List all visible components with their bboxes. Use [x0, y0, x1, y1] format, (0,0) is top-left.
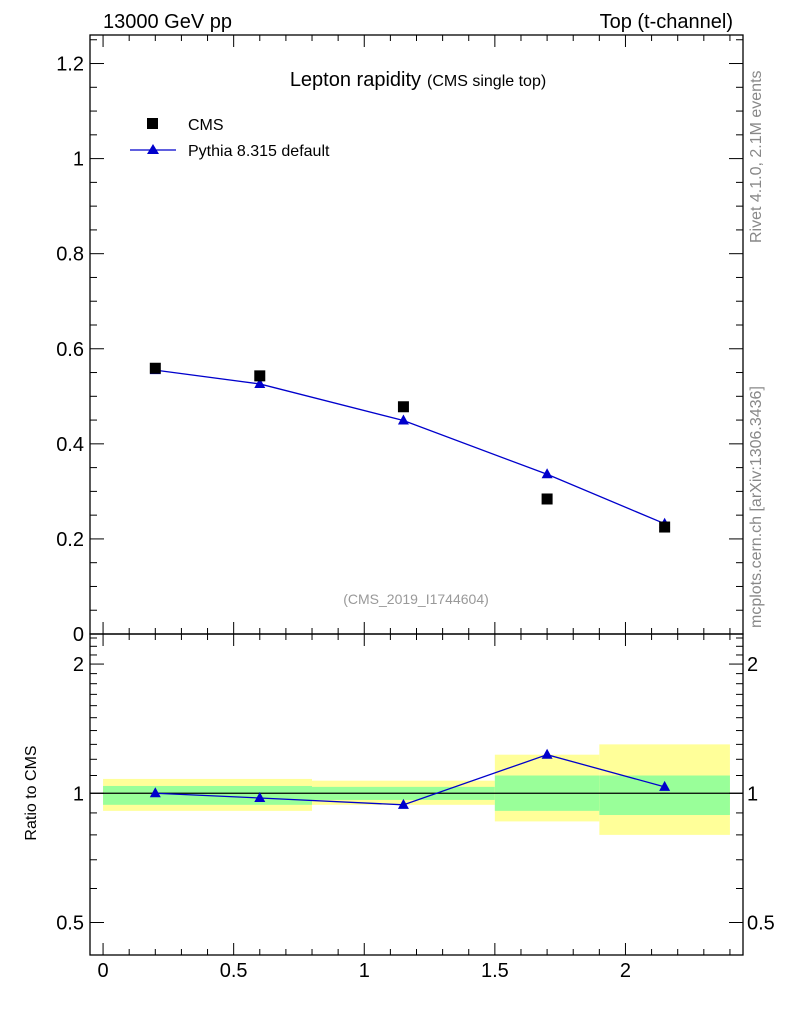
main-y-tick-label: 1.2 — [56, 54, 84, 76]
rivet-version-label: Rivet 4.1.0, 2.1M events — [748, 70, 765, 243]
ratio-y-tick-label-right: 1 — [747, 783, 758, 805]
pythia-line — [155, 369, 665, 525]
ratio-pythia-point — [254, 792, 266, 803]
tick-labels: 0 0.5 1 1.5 2 0 0.2 0.4 0.6 0.8 1 1.2 0.5 0.5 1 1 2 2 — [56, 54, 775, 982]
axis-ticks — [90, 35, 743, 955]
main-y-tick-label: 0.6 — [56, 339, 84, 361]
main-y-tick-label: 0.2 — [56, 529, 84, 551]
cms-point — [659, 521, 671, 533]
header-right-label: Top (t-channel) — [600, 11, 733, 33]
pythia-point — [397, 414, 409, 425]
pythia-point — [254, 377, 266, 388]
analysis-id-label: (CMS_2019_I1744604) — [343, 591, 489, 607]
ratio-y-tick-label-left: 0.5 — [56, 912, 84, 934]
x-tick-label: 1 — [359, 960, 370, 982]
plot-title-group: Lepton rapidity (CMS single top) — [290, 69, 546, 91]
ratio-y-tick-label-right: 2 — [747, 654, 758, 676]
x-tick-label: 1.5 — [481, 960, 509, 982]
legend: CMS Pythia 8.315 default — [130, 117, 330, 160]
cms-point — [254, 370, 266, 382]
cms-point — [541, 493, 553, 505]
legend-cms-marker — [147, 118, 158, 129]
ratio-y-tick-label-left: 2 — [73, 654, 84, 676]
ratio-pythia-point — [659, 780, 671, 791]
ratio-pythia-point — [397, 798, 409, 809]
x-tick-label: 0 — [97, 960, 108, 982]
x-tick-label: 2 — [620, 960, 631, 982]
plot-title: Lepton rapidity — [290, 69, 421, 91]
cms-point — [149, 362, 161, 374]
ratio-ylabel: Ratio to CMS — [23, 745, 40, 840]
plot-subtitle: (CMS single top) — [427, 73, 546, 90]
legend-pythia-label: Pythia 8.315 default — [188, 143, 330, 160]
mcplots-reference-label: mcplots.cern.ch [arXiv:1306.3436] — [748, 386, 765, 628]
ratio-pythia-point — [541, 748, 553, 759]
main-y-tick-label: 0.4 — [56, 434, 84, 456]
ratio-uncertainty-bands — [103, 744, 730, 835]
ratio-pythia-point — [149, 787, 161, 798]
cms-point — [397, 401, 409, 413]
legend-cms-label: CMS — [188, 117, 224, 134]
pythia-point — [541, 468, 553, 479]
main-y-tick-label: 1 — [73, 149, 84, 171]
main-y-tick-label: 0 — [73, 624, 84, 646]
legend-pythia-marker — [147, 144, 159, 154]
ratio-y-tick-label-left: 1 — [73, 783, 84, 805]
main-y-tick-label: 0.8 — [56, 244, 84, 266]
data-series — [149, 362, 671, 809]
ratio-y-tick-label-right: 0.5 — [747, 912, 775, 934]
x-tick-label: 0.5 — [220, 960, 248, 982]
header-left-label: 13000 GeV pp — [103, 11, 232, 33]
